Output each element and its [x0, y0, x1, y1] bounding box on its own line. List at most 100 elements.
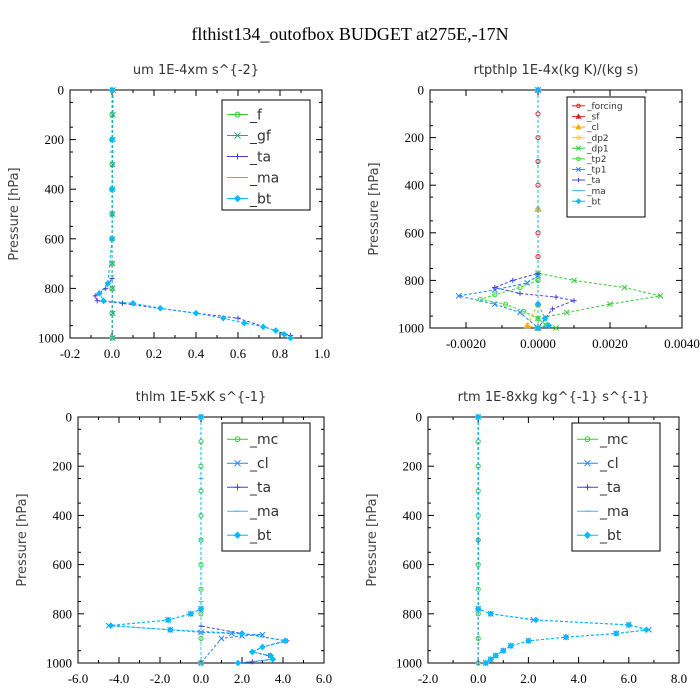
- data-point: [156, 304, 164, 312]
- legend-label: _bt: [249, 191, 272, 207]
- data-point: [197, 605, 205, 613]
- x-tick-label: 0.0: [470, 671, 486, 686]
- data-point: [523, 321, 531, 329]
- legend-marker: [234, 132, 241, 139]
- data-point: [487, 656, 495, 663]
- legend: _forcing_sf_cl_dp2_dp1_tp2_tp1_ta_ma_bt: [566, 96, 646, 218]
- y-tick-label: 0: [66, 410, 73, 425]
- legend: _f _gf _ta _ma _bt: [221, 99, 311, 211]
- x-tick-label: -0.2: [60, 346, 81, 361]
- panel-title: rtm 1E-8xkg kg^{-1} s^{-1}: [458, 390, 650, 405]
- data-point: [612, 630, 620, 637]
- panel-3: thlm 1E-5xK s^{-1} 0 200 400 600 800 1000-6.0 -…: [15, 390, 332, 686]
- x-tick-label: 4.0: [570, 671, 586, 686]
- series-bt: [107, 413, 289, 667]
- panel-4: rtm 1E-8xkg kg^{-1} s^{-1} 0 200 400 600 800 1…: [365, 390, 687, 686]
- data-point: [192, 309, 200, 317]
- x-tick-label: 2.0: [234, 671, 250, 686]
- y-tick-label: 0: [58, 83, 65, 98]
- series-line: [458, 90, 539, 329]
- data-point: [492, 284, 498, 291]
- data-point: [269, 656, 277, 663]
- data-point: [535, 254, 541, 260]
- data-point: [259, 323, 267, 331]
- data-point: [625, 621, 633, 629]
- panel-1: um 1E-4xm s^{-2} 0 200 400 600 800 1000-0.2 0.0…: [7, 63, 330, 361]
- data-point: [129, 299, 137, 307]
- x-tick-label: -2.0: [418, 671, 439, 686]
- y-tick-label: 200: [53, 459, 73, 474]
- legend-label: _sf: [586, 113, 600, 123]
- data-point: [621, 284, 628, 291]
- legend-marker: [576, 177, 581, 183]
- data-point: [100, 297, 107, 305]
- data-point: [563, 309, 570, 316]
- series-bt: [534, 86, 553, 332]
- data-point: [643, 626, 650, 634]
- panel-2: rtpthlp 1E-4x(kg K)/(kg s) 0 200 400 600 800 1…: [367, 63, 700, 351]
- y-tick-label: 0: [418, 83, 425, 98]
- series-tp2: [477, 87, 541, 331]
- data-point: [534, 300, 542, 308]
- data-point: [287, 334, 294, 342]
- data-point: [198, 635, 204, 641]
- y-tick-label: 800: [403, 606, 423, 621]
- data-point: [235, 315, 241, 321]
- data-point: [474, 413, 482, 421]
- figure-title: flthist134_outofbox BUDGET at275E,-17N: [191, 24, 508, 44]
- panel-title: um 1E-4xm s^{-2}: [133, 63, 259, 78]
- legend: _mc _cl _ta _ma _bt: [571, 422, 661, 552]
- legend-marker: [575, 198, 582, 205]
- legend-label: _ma: [249, 170, 279, 186]
- data-point: [164, 616, 172, 624]
- series-bt: [474, 413, 650, 667]
- x-tick-label: -2.0: [150, 671, 171, 686]
- x-tick-label: -4.0: [109, 671, 130, 686]
- legend-label: _cl: [249, 456, 269, 472]
- data-point: [94, 298, 100, 304]
- data-point: [507, 642, 515, 650]
- y-axis-label: Pressure [hPa]: [15, 493, 30, 586]
- legend-label: _ta: [249, 480, 271, 496]
- legend-label: _mc: [249, 432, 278, 448]
- series-tp1: [455, 87, 541, 331]
- legend-marker: [576, 156, 581, 162]
- data-point: [474, 605, 482, 613]
- data-point: [492, 652, 500, 659]
- data-point: [109, 161, 116, 168]
- series-line: [526, 90, 539, 329]
- data-point: [499, 647, 507, 655]
- x-tick-label: 0.6: [230, 346, 247, 361]
- data-point: [517, 284, 523, 291]
- data-point: [219, 314, 227, 322]
- data-point: [532, 616, 540, 624]
- data-point: [107, 622, 115, 629]
- data-point: [477, 296, 483, 303]
- data-point: [562, 633, 570, 641]
- series-ta: [492, 87, 577, 331]
- legend-label: _bt: [586, 197, 601, 207]
- data-point: [517, 290, 523, 297]
- x-tick-label: 0.4: [188, 346, 205, 361]
- data-point: [108, 185, 116, 193]
- data-point: [475, 635, 481, 641]
- legend-marker: [234, 436, 241, 443]
- legend-label: _bt: [249, 528, 272, 544]
- data-point: [238, 630, 246, 637]
- data-point: [108, 86, 116, 94]
- legend-marker: [233, 531, 242, 539]
- x-tick-label: 0.8: [272, 346, 288, 361]
- y-tick-label: 1000: [38, 331, 64, 346]
- legend-marker: [575, 113, 582, 119]
- data-point: [197, 413, 205, 421]
- legend-label: _cl: [599, 456, 619, 472]
- data-point: [503, 301, 509, 307]
- y-axis-label: Pressure [hPa]: [367, 162, 382, 255]
- data-point: [553, 325, 559, 331]
- data-point: [525, 637, 532, 645]
- x-tick-label: 6.0: [316, 671, 332, 686]
- data-point: [104, 280, 112, 287]
- data-point: [92, 293, 98, 299]
- data-point: [534, 324, 542, 332]
